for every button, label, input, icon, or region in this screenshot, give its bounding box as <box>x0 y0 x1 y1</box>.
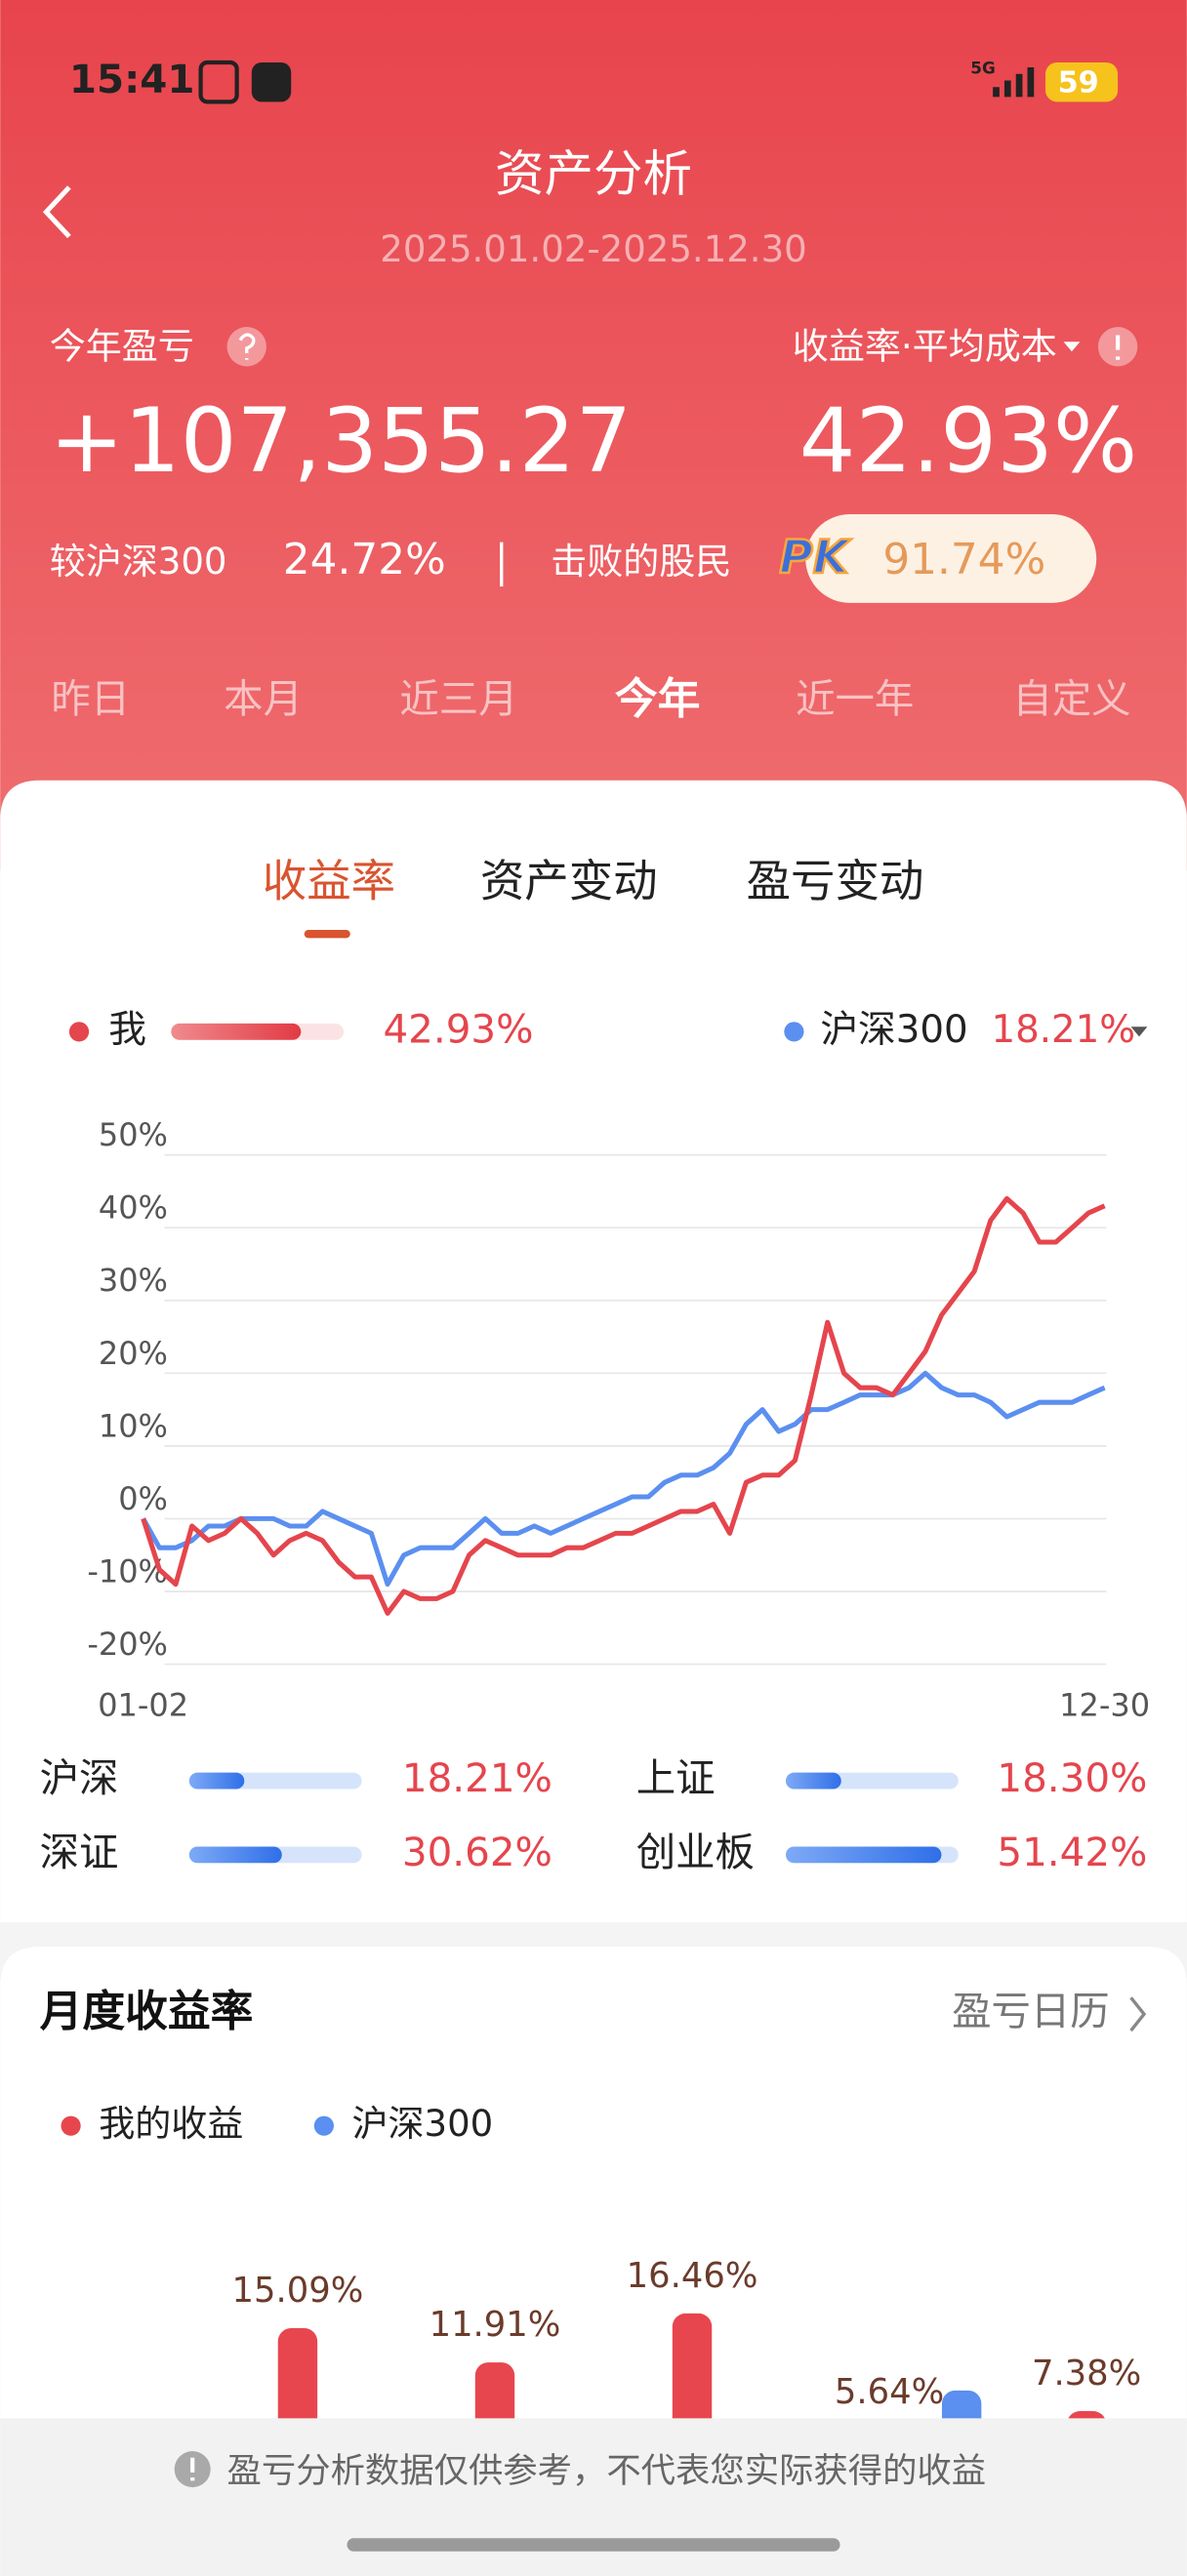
y-tick-label: 10% <box>99 1407 168 1444</box>
index-name: 创业板 <box>636 1829 755 1875</box>
legend-name: 我的收益 <box>99 2103 243 2145</box>
index-name: 沪深 <box>40 1754 119 1801</box>
network: 5G <box>970 59 996 78</box>
status-icon <box>251 61 292 102</box>
status-icon <box>198 60 239 104</box>
bar-label: 5.64% <box>835 2372 944 2412</box>
signal <box>993 67 1035 98</box>
beat-pill <box>805 513 1097 603</box>
time: 15:41 <box>69 56 195 102</box>
compare-label: 较沪深300 <box>50 541 227 583</box>
chart-tab[interactable]: 资产变动 <box>480 855 658 906</box>
legend-value: 18.21% <box>991 1008 1135 1052</box>
tab-underline <box>304 929 350 939</box>
index-value: 18.21% <box>402 1754 553 1801</box>
bar-label: 7.38% <box>1032 2354 1141 2394</box>
index-value: 18.30% <box>997 1754 1147 1801</box>
period-tab[interactable]: 近一年 <box>796 675 914 722</box>
legend-dot <box>784 1022 804 1042</box>
dropdown-icon[interactable] <box>1130 1026 1148 1037</box>
pnl-label: 今年盈亏 <box>50 325 194 367</box>
dropdown-icon[interactable] <box>1063 342 1081 352</box>
index-value: 51.42% <box>997 1829 1147 1875</box>
legend-dot <box>61 2115 81 2136</box>
period-tab[interactable]: 今年 <box>615 674 701 724</box>
calendar-link[interactable]: 盈亏日历 <box>952 1988 1110 2034</box>
page-title: 资产分析 <box>495 144 692 202</box>
y-tick-label: -20% <box>87 1626 168 1663</box>
footer <box>0 2418 1187 2576</box>
pnl-value: +107,355.27 <box>50 390 633 493</box>
footer-notice: 盈亏分析数据仅供参考，不代表您实际获得的收益 <box>227 2451 987 2491</box>
y-tick-label: 50% <box>99 1116 168 1153</box>
notice-icon <box>174 2451 211 2488</box>
info-icon[interactable] <box>1097 327 1138 367</box>
y-tick-label: 0% <box>118 1480 168 1517</box>
legend-name: 沪深300 <box>820 1008 967 1052</box>
legend-name: 沪深300 <box>351 2103 493 2145</box>
y-tick-label: 30% <box>99 1262 168 1299</box>
series-line <box>141 1370 1106 1588</box>
index-bar <box>785 1772 841 1790</box>
chart-tab[interactable]: 盈亏变动 <box>747 855 924 906</box>
x-tick-label: 01-02 <box>98 1686 188 1723</box>
chevron[interactable] <box>1129 1996 1147 2033</box>
bar-label: 11.91% <box>430 2305 561 2345</box>
header-bg <box>0 0 1187 871</box>
index-name: 上证 <box>636 1754 716 1801</box>
period-tab[interactable]: 本月 <box>224 675 303 722</box>
chart-tab[interactable]: 收益率 <box>263 855 395 906</box>
index-bar <box>188 1772 245 1790</box>
index-bar <box>785 1846 942 1864</box>
pk-badge: PK <box>779 531 852 584</box>
help-icon[interactable] <box>226 327 266 367</box>
monthly-title: 月度收益率 <box>40 1987 254 2036</box>
period-tab[interactable]: 自定义 <box>1012 675 1130 722</box>
x-tick-label: 12-30 <box>1059 1686 1150 1723</box>
rate-value: 42.93% <box>799 390 1138 493</box>
beat-value: 91.74% <box>882 535 1045 584</box>
back-button[interactable] <box>42 185 71 239</box>
bar-label: 15.09% <box>232 2271 364 2311</box>
y-tick-label: 20% <box>99 1335 168 1372</box>
index-bar <box>188 1846 282 1864</box>
home-indicator <box>347 2538 840 2552</box>
legend-value: 42.93% <box>383 1005 533 1052</box>
period-tab[interactable]: 昨日 <box>51 675 130 722</box>
legend-bar <box>171 1023 302 1040</box>
legend-dot <box>68 1022 90 1042</box>
battery-level: 59 <box>1058 65 1099 100</box>
legend-dot <box>313 2115 334 2136</box>
date-range: 2025.01.02-2025.12.30 <box>380 228 806 270</box>
bar-label: 16.46% <box>627 2256 758 2296</box>
beat-label: 击败的股民 <box>551 541 731 583</box>
compare-value: 24.72% <box>283 535 446 584</box>
legend-name: 我 <box>108 1008 146 1052</box>
y-tick-label: 40% <box>99 1189 168 1227</box>
index-name: 深证 <box>40 1829 119 1875</box>
period-tab[interactable]: 近三月 <box>399 675 517 722</box>
rate-label[interactable]: 收益率·平均成本 <box>793 325 1057 367</box>
chart-card <box>0 780 1187 1922</box>
index-value: 30.62% <box>402 1829 553 1875</box>
series-line <box>141 1195 1106 1616</box>
battery <box>1045 61 1119 102</box>
